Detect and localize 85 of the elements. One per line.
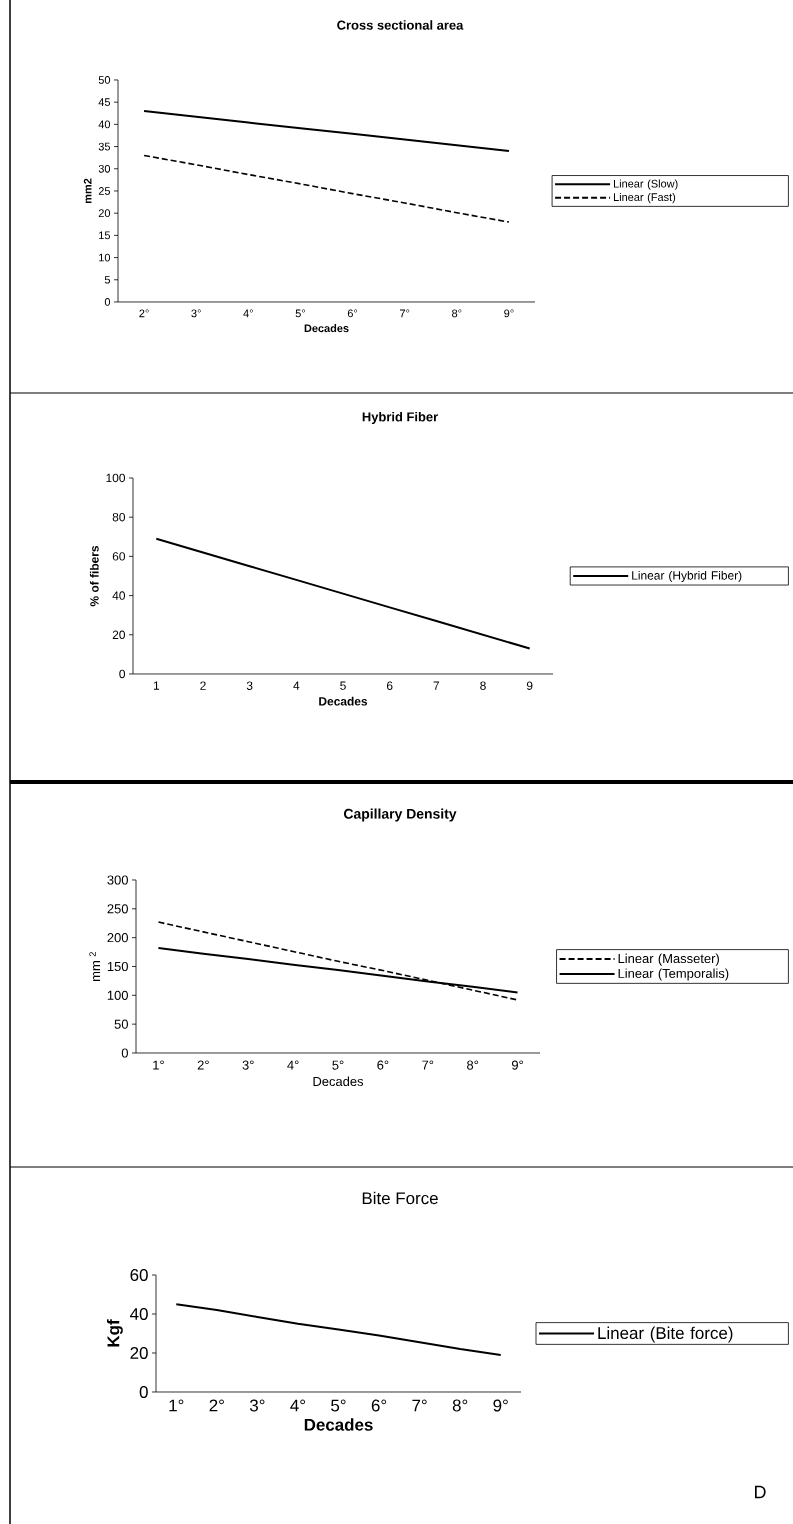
legend-label: Linear (Bite force) bbox=[598, 1326, 733, 1343]
text: Linear (Slow) bbox=[613, 179, 678, 190]
y-tick-label: 300 bbox=[107, 875, 128, 885]
y-tick-label: 0 bbox=[119, 669, 126, 679]
x-tick-label: 8 bbox=[480, 681, 486, 690]
x-tick-label: 1 bbox=[153, 681, 160, 690]
y-tick-label: 20 bbox=[130, 1347, 148, 1359]
x-tick-label: 7 bbox=[433, 681, 440, 690]
x-tick-label: 8° bbox=[452, 1399, 468, 1412]
x-tick-label: 7° bbox=[422, 1060, 434, 1070]
y-tick-label: 35 bbox=[98, 142, 111, 151]
x-tick-label: 6 bbox=[386, 681, 393, 690]
x-tick-label: 1° bbox=[153, 1060, 164, 1070]
y-tick-label: 100 bbox=[107, 990, 128, 1000]
x-tick-label: 4° bbox=[243, 309, 253, 318]
x-tick-label: 7° bbox=[400, 309, 410, 318]
y-axis-title: Kgf bbox=[106, 1319, 123, 1347]
x-tick-label: 9° bbox=[493, 1399, 508, 1412]
line-series bbox=[143, 110, 510, 153]
y-tick-label: 20 bbox=[98, 209, 111, 218]
x-tick-label: 6° bbox=[347, 309, 358, 318]
x-axis-title: Decades bbox=[304, 324, 349, 333]
y-tick-label: 30 bbox=[98, 164, 111, 173]
legend-label: Linear (Hybrid Fiber) bbox=[632, 570, 742, 583]
x-tick-label: 9° bbox=[511, 1060, 523, 1070]
y-tick-label: 200 bbox=[107, 933, 128, 943]
x-axis-title: Decades bbox=[313, 1076, 364, 1087]
y-tick-label: 250 bbox=[107, 904, 128, 914]
x-tick-label: 3° bbox=[249, 1399, 265, 1412]
chart-title: Hybrid Fiber bbox=[362, 411, 438, 425]
x-tick-label: 9 bbox=[526, 681, 533, 690]
y-tick-label: 20 bbox=[112, 630, 126, 639]
x-tick-label: 6° bbox=[377, 1060, 389, 1070]
x-tick-label: 8° bbox=[452, 309, 462, 318]
y-tick-label: 100 bbox=[106, 473, 126, 483]
chart-title: Capillary Density bbox=[343, 808, 457, 822]
x-tick-label: 1° bbox=[169, 1399, 184, 1412]
y-tick-label: 50 bbox=[98, 76, 111, 84]
y-tick-label: 0 bbox=[104, 298, 111, 306]
y-tick-label: 40 bbox=[112, 591, 126, 600]
x-tick-label: 4° bbox=[290, 1399, 306, 1412]
y-tick-label: 50 bbox=[114, 1019, 128, 1029]
y-axis-title: mm $^{2}$ bbox=[89, 952, 101, 981]
y-tick-label: 5 bbox=[104, 275, 111, 284]
legend-label: Linear (Masseter) bbox=[618, 953, 719, 966]
y-tick-label: 0 bbox=[121, 1048, 128, 1058]
x-tick-label: 2 bbox=[200, 681, 206, 690]
line-series bbox=[175, 1303, 502, 1356]
x-tick-label: 4° bbox=[287, 1060, 299, 1070]
y-tick-label: 150 bbox=[107, 961, 128, 972]
x-tick-label: 5° bbox=[331, 1399, 346, 1412]
x-tick-label: 5 bbox=[340, 681, 346, 690]
x-tick-label: 3° bbox=[242, 1060, 254, 1070]
chart-title: Bite Force bbox=[362, 1191, 438, 1205]
x-tick-label: 3 bbox=[246, 681, 253, 690]
y-tick-label: 45 bbox=[98, 98, 111, 106]
line-series bbox=[143, 154, 510, 223]
y-tick-label: 10 bbox=[99, 253, 111, 262]
y-tick-label: 15 bbox=[99, 231, 111, 240]
x-axis-title: Decades bbox=[319, 696, 368, 706]
y-tick-label: 60 bbox=[130, 1269, 148, 1281]
y-axis-title: % of fibers bbox=[89, 545, 99, 607]
text: D bbox=[755, 1485, 766, 1499]
x-tick-label: 7° bbox=[412, 1399, 427, 1412]
x-tick-label: 6° bbox=[371, 1399, 387, 1412]
x-tick-label: 2° bbox=[209, 1399, 224, 1412]
y-tick-label: 25 bbox=[98, 187, 111, 195]
y-axis-title: mm2 bbox=[83, 178, 92, 204]
text: Linear (Fast) bbox=[613, 192, 676, 204]
y-tick-label: 60 bbox=[112, 552, 126, 561]
y-tick-label: 80 bbox=[112, 512, 126, 522]
y-tick-label: 0 bbox=[139, 1386, 148, 1398]
y-tick-label: 40 bbox=[130, 1308, 148, 1320]
x-tick-label: 9° bbox=[504, 309, 514, 318]
x-tick-label: 2° bbox=[197, 1060, 209, 1070]
legend-label: Linear (Temporalis) bbox=[618, 968, 729, 981]
chart-title: Cross sectional area bbox=[337, 20, 464, 30]
x-tick-label: 3° bbox=[191, 309, 201, 318]
x-axis-title: Decades bbox=[304, 1418, 373, 1431]
x-tick-label: 8° bbox=[467, 1060, 479, 1070]
x-tick-label: 5° bbox=[332, 1060, 344, 1070]
y-tick-label: 40 bbox=[98, 120, 111, 129]
x-tick-label: 5° bbox=[295, 309, 306, 318]
x-tick-label: 2° bbox=[139, 309, 149, 318]
x-tick-label: 4 bbox=[293, 681, 300, 690]
